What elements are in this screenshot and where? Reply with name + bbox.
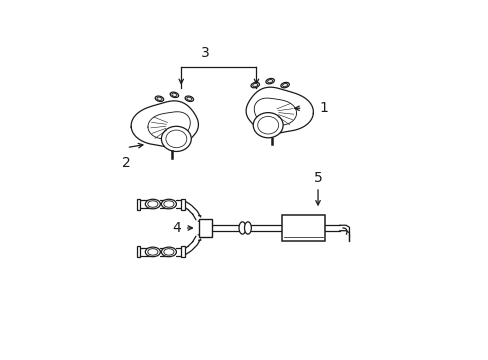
Ellipse shape	[267, 80, 272, 83]
Ellipse shape	[250, 82, 259, 88]
Polygon shape	[245, 87, 313, 134]
Ellipse shape	[161, 199, 176, 209]
Text: 4: 4	[172, 221, 181, 235]
Ellipse shape	[185, 96, 193, 102]
Ellipse shape	[257, 116, 278, 134]
Bar	[181, 199, 184, 210]
Ellipse shape	[163, 201, 174, 207]
Text: 5: 5	[313, 171, 322, 185]
Bar	[137, 199, 140, 210]
Ellipse shape	[145, 199, 160, 209]
Ellipse shape	[244, 222, 251, 234]
Bar	[198, 219, 211, 237]
Ellipse shape	[252, 84, 257, 87]
Ellipse shape	[165, 130, 186, 148]
Text: 2: 2	[122, 156, 131, 170]
Ellipse shape	[163, 249, 174, 255]
Ellipse shape	[155, 96, 163, 102]
Bar	[181, 247, 184, 257]
Ellipse shape	[282, 84, 287, 87]
Ellipse shape	[280, 82, 289, 88]
Ellipse shape	[170, 92, 178, 98]
Polygon shape	[131, 101, 198, 148]
Ellipse shape	[172, 93, 177, 96]
Text: 1: 1	[319, 101, 328, 115]
Bar	[282, 215, 324, 241]
Ellipse shape	[253, 113, 283, 138]
Ellipse shape	[161, 247, 176, 257]
Text: 3: 3	[201, 46, 209, 60]
Ellipse shape	[147, 249, 158, 255]
Ellipse shape	[157, 97, 162, 100]
Bar	[137, 247, 140, 257]
Ellipse shape	[186, 97, 191, 100]
Ellipse shape	[161, 126, 191, 152]
Ellipse shape	[145, 247, 160, 257]
Ellipse shape	[265, 78, 274, 84]
Ellipse shape	[239, 222, 245, 234]
Ellipse shape	[147, 201, 158, 207]
